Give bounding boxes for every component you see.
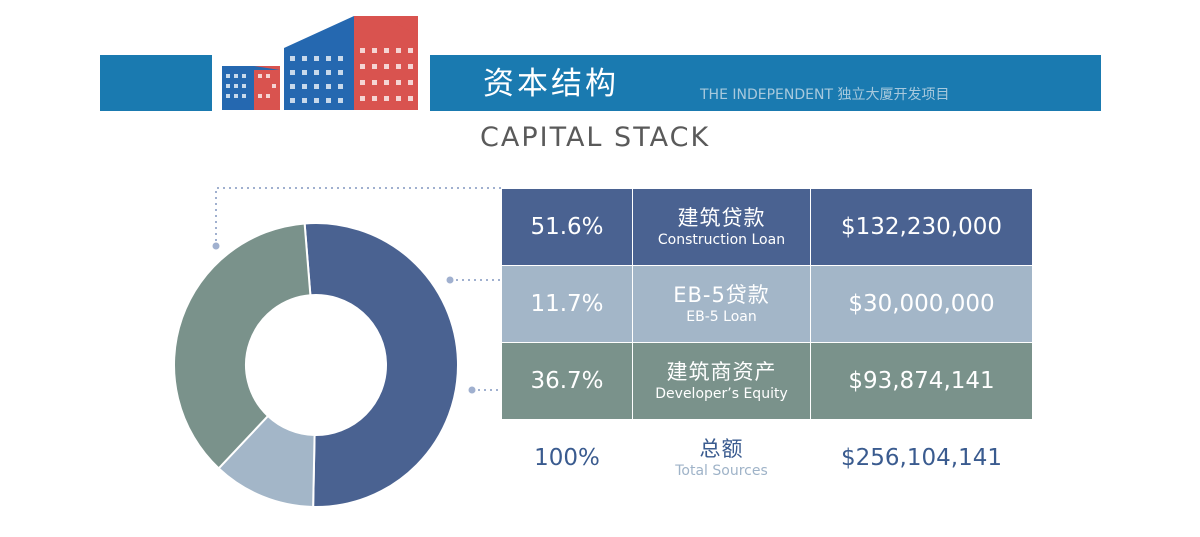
leader-lines: [212, 187, 501, 394]
donut-slice-equity: [173, 222, 312, 470]
donut-slice-construction: [303, 222, 459, 508]
header-banner-left: [100, 55, 212, 111]
table-row-eb5: 11.7% EB-5贷款 EB-5 Loan $30,000,000: [501, 265, 1033, 343]
table-row-total: 100% 总额 Total Sources $256,104,141: [501, 419, 1033, 497]
source-cell: 总额 Total Sources: [632, 419, 811, 497]
pct-cell: 11.7%: [501, 265, 633, 343]
amount-cell: $30,000,000: [810, 265, 1033, 343]
table-row-equity: 36.7% 建筑商资产 Developer’s Equity $93,874,1…: [501, 342, 1033, 420]
section-title: CAPITAL STACK: [480, 122, 711, 153]
source-cell: 建筑贷款 Construction Loan: [632, 188, 811, 266]
leader-dot-construction: [212, 242, 220, 250]
amount-cell: $256,104,141: [810, 419, 1033, 497]
amount-value: $93,874,141: [848, 368, 995, 394]
amount-cell: $93,874,141: [810, 342, 1033, 420]
header-banner-right: [430, 55, 1101, 111]
total-amount: $256,104,141: [841, 445, 1002, 471]
total-en: Total Sources: [675, 463, 768, 479]
leader-dot-eb5: [446, 276, 454, 284]
capital-stack-donut-chart: [173, 187, 501, 508]
pct-cell: 51.6%: [501, 188, 633, 266]
pct-cell: 36.7%: [501, 342, 633, 420]
capital-stack-table: 51.6% 建筑贷款 Construction Loan $132,230,00…: [501, 188, 1033, 497]
total-zh: 总额: [699, 437, 744, 461]
amount-value: $30,000,000: [848, 291, 995, 317]
pct-value: 36.7%: [530, 368, 604, 394]
source-en: EB-5 Loan: [686, 309, 757, 325]
source-zh: 建筑贷款: [677, 206, 766, 230]
table-row-construction: 51.6% 建筑贷款 Construction Loan $132,230,00…: [501, 188, 1033, 266]
amount-cell: $132,230,000: [810, 188, 1033, 266]
page-title: 资本结构: [483, 66, 619, 102]
total-pct: 100%: [534, 445, 600, 471]
source-zh: EB-5贷款: [673, 283, 770, 307]
building-logo-icon: [222, 16, 418, 110]
amount-value: $132,230,000: [841, 214, 1002, 240]
source-zh: 建筑商资产: [666, 360, 777, 384]
leader-dot-equity: [468, 386, 476, 394]
source-cell: EB-5贷款 EB-5 Loan: [632, 265, 811, 343]
source-en: Construction Loan: [657, 232, 786, 248]
source-en: Developer’s Equity: [655, 386, 788, 402]
source-cell: 建筑商资产 Developer’s Equity: [632, 342, 811, 420]
pct-cell: 100%: [501, 419, 633, 497]
project-subtitle: THE INDEPENDENT 独立大厦开发项目: [700, 87, 950, 103]
pct-value: 51.6%: [530, 214, 604, 240]
pct-value: 11.7%: [530, 291, 604, 317]
